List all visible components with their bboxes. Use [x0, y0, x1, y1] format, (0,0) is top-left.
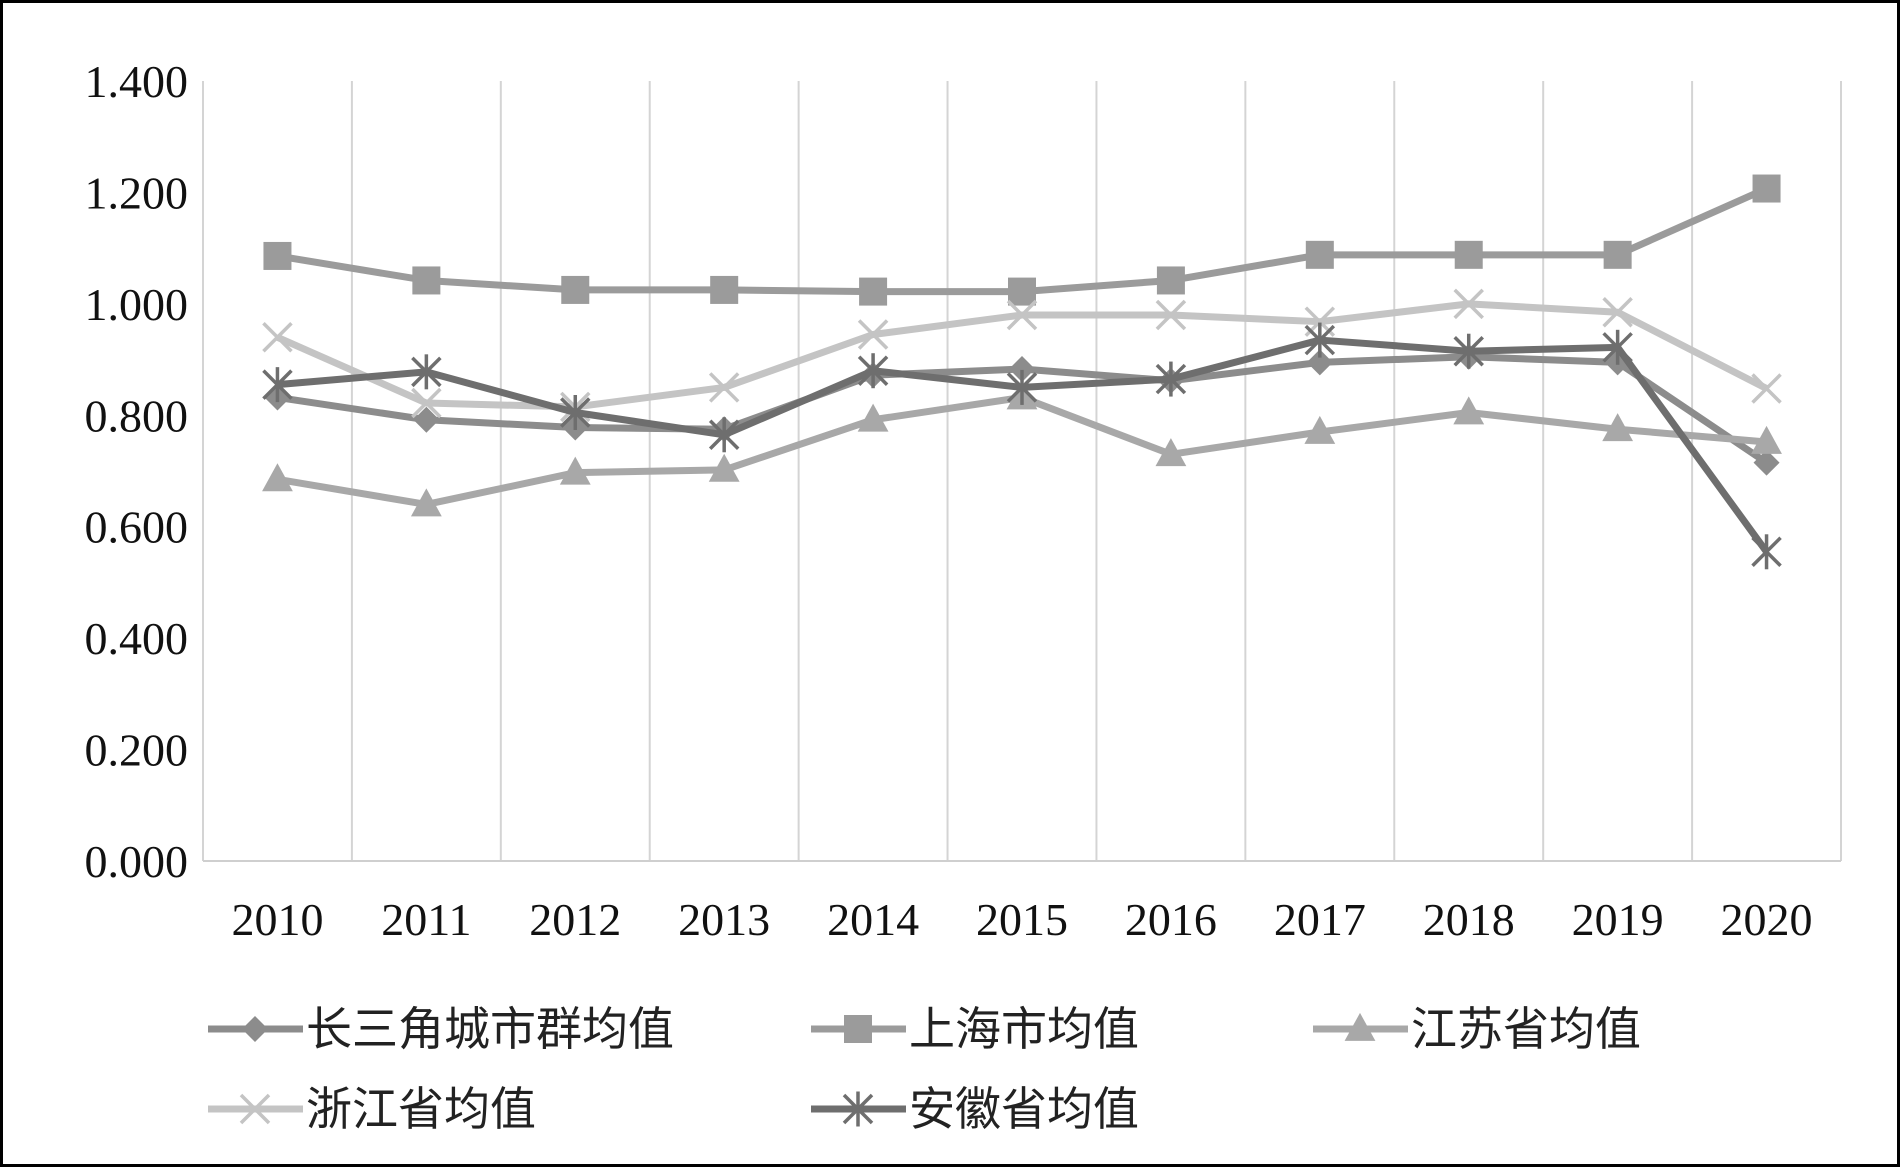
line-chart: 0.000 0.200 0.400 0.600 0.800 1.000 1.200 1.400…	[85, 56, 1842, 1136]
data-point	[1306, 349, 1333, 376]
legend-item: 安徽省均值	[811, 1082, 1139, 1136]
x-tick-label: 2013	[678, 894, 770, 945]
data-point	[859, 277, 888, 306]
legend-label: 浙江省均值	[306, 1082, 536, 1136]
series-5	[262, 322, 1782, 570]
data-point	[857, 353, 889, 389]
data-point	[1304, 322, 1336, 358]
y-tick-label: 1.000	[85, 279, 189, 330]
data-point	[411, 354, 442, 390]
legend-label: 上海市均值	[909, 1002, 1139, 1056]
data-point	[1155, 438, 1187, 467]
data-point	[1751, 373, 1782, 404]
y-tick-label: 1.200	[85, 167, 189, 218]
data-point	[1009, 356, 1035, 383]
data-point	[1155, 361, 1187, 397]
y-tick-label: 0.200	[85, 725, 189, 776]
data-point	[410, 488, 442, 517]
data-point	[708, 372, 740, 403]
x-tick-label: 2012	[529, 894, 621, 945]
data-point	[710, 275, 739, 304]
legend-marker	[844, 1015, 872, 1043]
y-tick-label: 0.400	[85, 613, 189, 664]
data-point	[1305, 240, 1334, 269]
legend-item: 浙江省均值	[208, 1082, 536, 1136]
legend-marker	[842, 1091, 874, 1127]
data-point	[412, 266, 441, 295]
y-tick-label: 0.000	[85, 836, 189, 887]
legend-marker	[239, 1093, 271, 1125]
data-point	[262, 367, 293, 403]
data-point	[1602, 296, 1633, 328]
legend-label: 安徽省均值	[909, 1082, 1139, 1136]
data-point	[1454, 240, 1483, 269]
x-tick-label: 2014	[827, 894, 919, 945]
data-point	[1752, 174, 1781, 203]
x-tick-label: 2016	[1125, 894, 1217, 945]
legend-item: 长三角城市群均值	[208, 1002, 674, 1056]
legend-item: 江苏省均值	[1313, 1002, 1641, 1056]
data-point	[1602, 413, 1634, 442]
legend-item: 上海市均值	[811, 1002, 1139, 1056]
data-point	[1751, 425, 1782, 454]
data-point	[1603, 240, 1632, 269]
data-point	[560, 395, 591, 430]
series-2	[263, 174, 1781, 306]
legend-label: 长三角城市群均值	[306, 1002, 674, 1056]
x-tick-label: 2017	[1274, 894, 1366, 945]
data-point	[708, 453, 740, 482]
data-point	[1453, 333, 1484, 369]
y-axis-ticks: 0.000 0.200 0.400 0.600 0.800 1.000 1.200 1.400	[85, 56, 189, 887]
data-point	[1006, 369, 1038, 405]
data-point	[559, 456, 591, 485]
x-tick-label: 2018	[1423, 894, 1515, 945]
y-tick-label: 0.800	[85, 390, 189, 441]
series-group	[262, 174, 1782, 570]
data-point	[1155, 299, 1187, 331]
x-tick-label: 2020	[1721, 894, 1813, 945]
data-point	[1751, 534, 1782, 570]
data-point	[857, 403, 889, 432]
legend-label: 江苏省均值	[1411, 1002, 1641, 1056]
series-1	[264, 343, 1780, 476]
x-tick-label: 2019	[1572, 894, 1664, 945]
grid-lines	[202, 81, 1842, 861]
y-tick-label: 0.600	[85, 502, 189, 553]
x-tick-label: 2010	[231, 894, 323, 945]
legend-marker	[242, 1016, 268, 1042]
data-point	[1008, 277, 1036, 306]
x-tick-label: 2015	[976, 894, 1068, 945]
data-point	[857, 319, 889, 350]
x-tick-label: 2011	[381, 894, 471, 945]
x-axis-ticks: 2010 2011 2012 2013 2014 2015 2016 2017 2018 2019…	[231, 894, 1812, 945]
data-point	[411, 387, 442, 419]
data-point	[708, 417, 740, 453]
data-point	[263, 241, 292, 270]
data-point	[1304, 415, 1336, 444]
data-point	[1453, 396, 1485, 425]
data-point	[262, 322, 293, 353]
y-tick-label: 1.400	[85, 56, 189, 107]
legend-marker	[1344, 1012, 1376, 1041]
data-point	[1156, 266, 1185, 295]
data-point	[1602, 329, 1633, 365]
data-point	[262, 463, 293, 492]
data-point	[1453, 288, 1484, 320]
data-point	[1006, 299, 1038, 331]
data-point	[413, 406, 440, 433]
data-point	[1753, 449, 1780, 476]
data-point	[561, 275, 590, 304]
